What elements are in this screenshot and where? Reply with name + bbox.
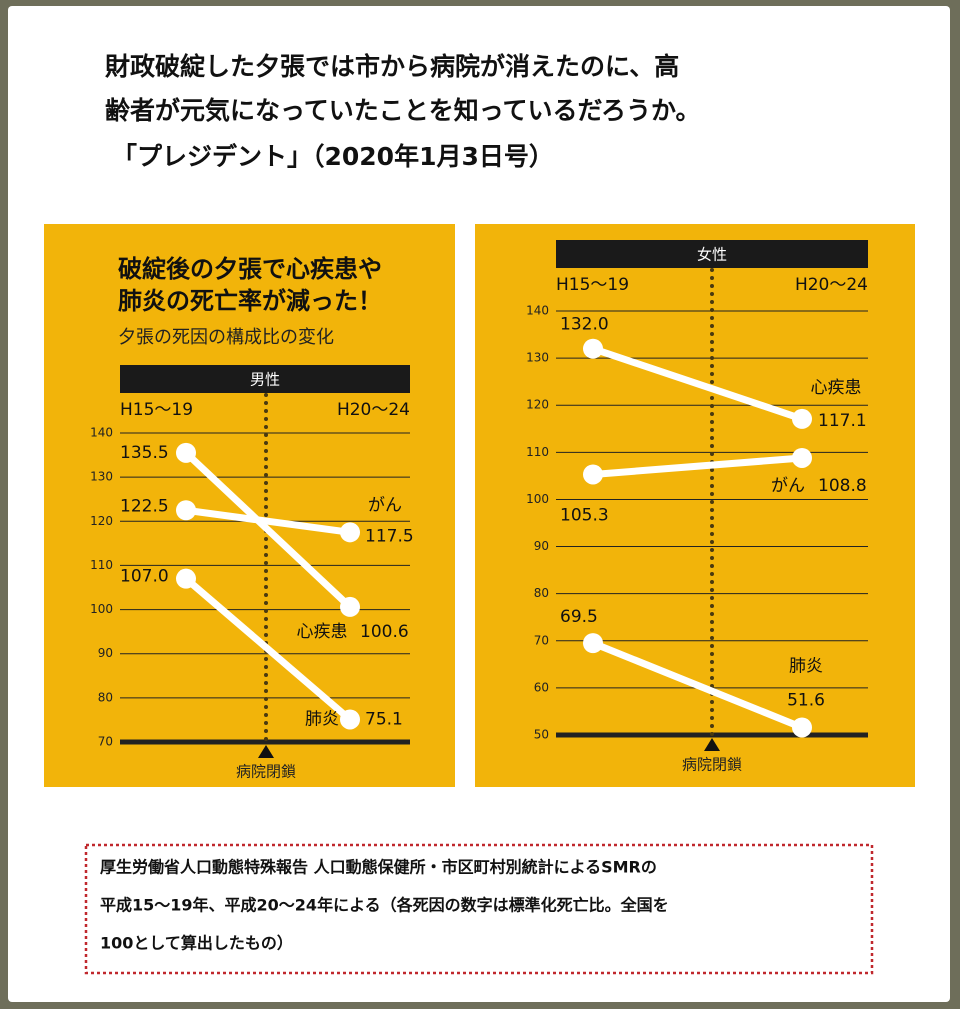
chart-title: 破綻後の夕張で心疾患や — [118, 255, 382, 283]
series-name: 心疾患 — [811, 378, 862, 398]
y-tick-label: 120 — [526, 398, 549, 412]
x-category: H20〜24 — [337, 400, 410, 420]
y-tick-label: 130 — [90, 470, 113, 484]
point — [340, 596, 360, 617]
header-line: 「プレジデント」（2020年1月3日号） — [112, 142, 554, 171]
value-label: 69.5 — [560, 607, 598, 627]
y-tick-label: 100 — [90, 602, 113, 616]
y-tick-label: 80 — [98, 690, 113, 704]
y-tick-label: 110 — [90, 558, 113, 572]
y-tick-label: 50 — [534, 728, 549, 742]
series-line — [185, 506, 351, 536]
y-tick-label: 120 — [90, 514, 113, 528]
header-line: 財政破綻した夕張では市から病院が消えたのに、高 — [105, 52, 679, 81]
series-name: 肺炎 — [789, 656, 823, 676]
y-tick-label: 90 — [534, 539, 549, 553]
y-tick-label: 90 — [98, 646, 113, 660]
x-category: H15〜19 — [556, 275, 629, 295]
point — [340, 709, 360, 730]
footnote-line: 厚生労働省人口動態特殊報告 人口動態保健所・市区町村別統計によるSMRの — [100, 858, 657, 877]
value-label: 108.8 — [818, 476, 867, 496]
event-marker — [258, 745, 274, 758]
event-marker — [704, 738, 720, 751]
value-label: 51.6 — [787, 690, 825, 710]
y-tick-label: 130 — [526, 351, 549, 365]
y-tick-label: 140 — [90, 426, 113, 440]
series-name: がん — [368, 495, 402, 515]
value-label: 105.3 — [560, 505, 609, 525]
panel-bar — [120, 365, 410, 393]
series-name: がん — [771, 476, 805, 496]
point — [583, 633, 603, 654]
point — [792, 717, 812, 738]
panel-bar — [556, 240, 868, 268]
annotation: 病院閉鎖 — [682, 756, 742, 774]
panel — [475, 224, 915, 787]
y-tick-label: 110 — [526, 445, 549, 459]
point — [176, 442, 196, 463]
panel-label: 男性 — [250, 371, 280, 389]
y-tick-label: 70 — [534, 633, 549, 647]
chart-title: 肺炎の死亡率が減った！ — [118, 287, 382, 315]
series-name: 肺炎 — [305, 709, 339, 729]
panel-label: 女性 — [697, 246, 727, 264]
chart-subtitle: 夕張の死因の構成比の変化 — [118, 327, 334, 348]
series-line — [591, 345, 804, 423]
y-tick-label: 100 — [526, 492, 549, 506]
header-line: 齢者が元気になっていたことを知っているだろうか。 — [105, 96, 701, 125]
footnote-line: 平成15〜19年、平成20〜24年による（各死因の数字は標準化死亡比。全国を — [100, 896, 669, 915]
point — [583, 464, 603, 485]
value-label: 132.0 — [560, 315, 609, 335]
footnote-line: 100として算出したもの） — [100, 934, 293, 953]
point — [176, 568, 196, 589]
footnote-box — [84, 843, 874, 975]
value-label: 122.5 — [120, 496, 169, 516]
value-label: 135.5 — [120, 443, 169, 463]
panel — [44, 224, 455, 787]
series-line — [591, 639, 804, 731]
value-label: 117.5 — [365, 526, 414, 546]
y-tick-label: 80 — [534, 586, 549, 600]
value-label: 107.0 — [120, 567, 169, 587]
series-line — [592, 454, 803, 478]
x-category: H15〜19 — [120, 400, 193, 420]
point — [583, 338, 603, 359]
annotation: 病院閉鎖 — [236, 763, 296, 781]
y-tick-label: 140 — [526, 304, 549, 318]
point — [792, 408, 812, 429]
value-label: 117.1 — [818, 411, 867, 431]
y-tick-label: 60 — [534, 680, 549, 694]
point — [176, 500, 196, 521]
y-tick-label: 70 — [98, 735, 113, 749]
series-name: 心疾患 — [297, 622, 348, 642]
series-line — [183, 576, 353, 723]
series-line — [183, 450, 353, 610]
value-label: 100.6 — [360, 622, 409, 642]
value-label: 75.1 — [365, 709, 403, 729]
point — [340, 522, 360, 543]
x-category: H20〜24 — [795, 275, 868, 295]
point — [792, 447, 812, 468]
